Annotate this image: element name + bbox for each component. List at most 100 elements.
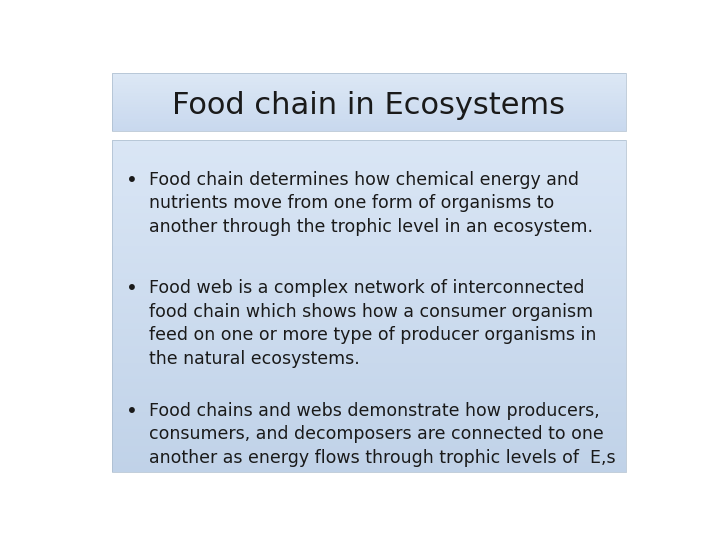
Bar — [112, 349, 626, 353]
Bar — [112, 442, 626, 446]
Bar — [112, 98, 626, 99]
Bar — [112, 170, 626, 173]
Bar — [112, 339, 626, 342]
Bar — [112, 359, 626, 362]
Bar — [112, 103, 626, 104]
Bar — [112, 256, 626, 259]
Bar — [112, 143, 626, 146]
Bar — [112, 87, 626, 88]
Bar — [112, 239, 626, 243]
Bar — [112, 399, 626, 402]
Bar — [112, 146, 626, 150]
Bar — [112, 396, 626, 399]
Bar — [112, 128, 626, 129]
Bar — [112, 322, 626, 326]
Bar — [112, 123, 626, 124]
Bar — [112, 120, 626, 121]
Bar — [112, 313, 626, 316]
Bar — [112, 263, 626, 266]
Bar — [112, 206, 626, 210]
Bar — [112, 127, 626, 128]
Bar — [112, 84, 626, 85]
Bar — [112, 83, 626, 84]
Text: Food chain in Ecosystems: Food chain in Ecosystems — [173, 91, 565, 120]
Bar — [112, 426, 626, 429]
Bar — [112, 389, 626, 393]
Bar — [112, 116, 626, 117]
Bar — [112, 299, 626, 302]
Bar — [112, 333, 626, 336]
Text: •: • — [126, 279, 138, 298]
Bar — [112, 190, 626, 193]
Bar — [112, 329, 626, 333]
Bar — [112, 422, 626, 426]
Bar — [112, 105, 626, 106]
Bar — [112, 219, 626, 223]
Bar — [112, 369, 626, 373]
Bar — [112, 216, 626, 219]
Bar — [112, 273, 626, 276]
Bar — [112, 306, 626, 309]
Bar — [112, 259, 626, 263]
Bar — [112, 101, 626, 102]
Bar — [112, 106, 626, 107]
Bar — [112, 296, 626, 299]
Bar — [112, 92, 626, 93]
Bar — [112, 125, 626, 126]
Bar — [112, 249, 626, 253]
Bar — [112, 111, 626, 112]
Bar — [112, 91, 626, 92]
Bar — [112, 86, 626, 87]
Bar — [112, 289, 626, 293]
Bar — [112, 93, 626, 94]
Bar — [112, 82, 626, 83]
Bar — [112, 230, 626, 233]
Bar — [112, 203, 626, 206]
Bar — [112, 316, 626, 319]
Bar — [112, 433, 626, 436]
Bar — [112, 413, 626, 416]
Bar — [112, 130, 626, 131]
Bar — [112, 223, 626, 226]
Bar — [112, 75, 626, 76]
Bar — [112, 89, 626, 90]
Bar — [112, 110, 626, 111]
Text: •: • — [126, 402, 138, 421]
Bar — [112, 253, 626, 256]
Bar — [112, 118, 626, 119]
Bar — [112, 246, 626, 249]
Bar — [112, 96, 626, 97]
Bar — [112, 196, 626, 199]
Bar — [112, 176, 626, 180]
Bar — [112, 150, 626, 153]
Bar — [112, 109, 626, 110]
Bar — [112, 77, 626, 78]
Bar — [112, 180, 626, 183]
Bar — [112, 166, 626, 170]
Bar — [112, 446, 626, 449]
Bar — [112, 124, 626, 125]
Bar — [112, 183, 626, 186]
Bar — [112, 95, 626, 96]
Bar — [112, 336, 626, 339]
Bar — [112, 233, 626, 236]
Bar — [112, 406, 626, 409]
Bar — [112, 366, 626, 369]
Text: Food chains and webs demonstrate how producers,
consumers, and decomposers are c: Food chains and webs demonstrate how pro… — [148, 402, 615, 467]
Bar — [112, 73, 626, 75]
Bar — [112, 99, 626, 100]
Bar — [112, 100, 626, 101]
Bar — [112, 114, 626, 115]
Bar — [112, 108, 626, 109]
Bar — [112, 79, 626, 80]
Bar — [112, 243, 626, 246]
Bar — [112, 459, 626, 462]
Bar — [112, 112, 626, 113]
Bar — [112, 453, 626, 456]
Bar — [112, 302, 626, 306]
Bar — [112, 97, 626, 98]
Bar — [112, 465, 626, 469]
Bar — [112, 449, 626, 453]
Bar — [112, 429, 626, 433]
Bar — [112, 236, 626, 239]
